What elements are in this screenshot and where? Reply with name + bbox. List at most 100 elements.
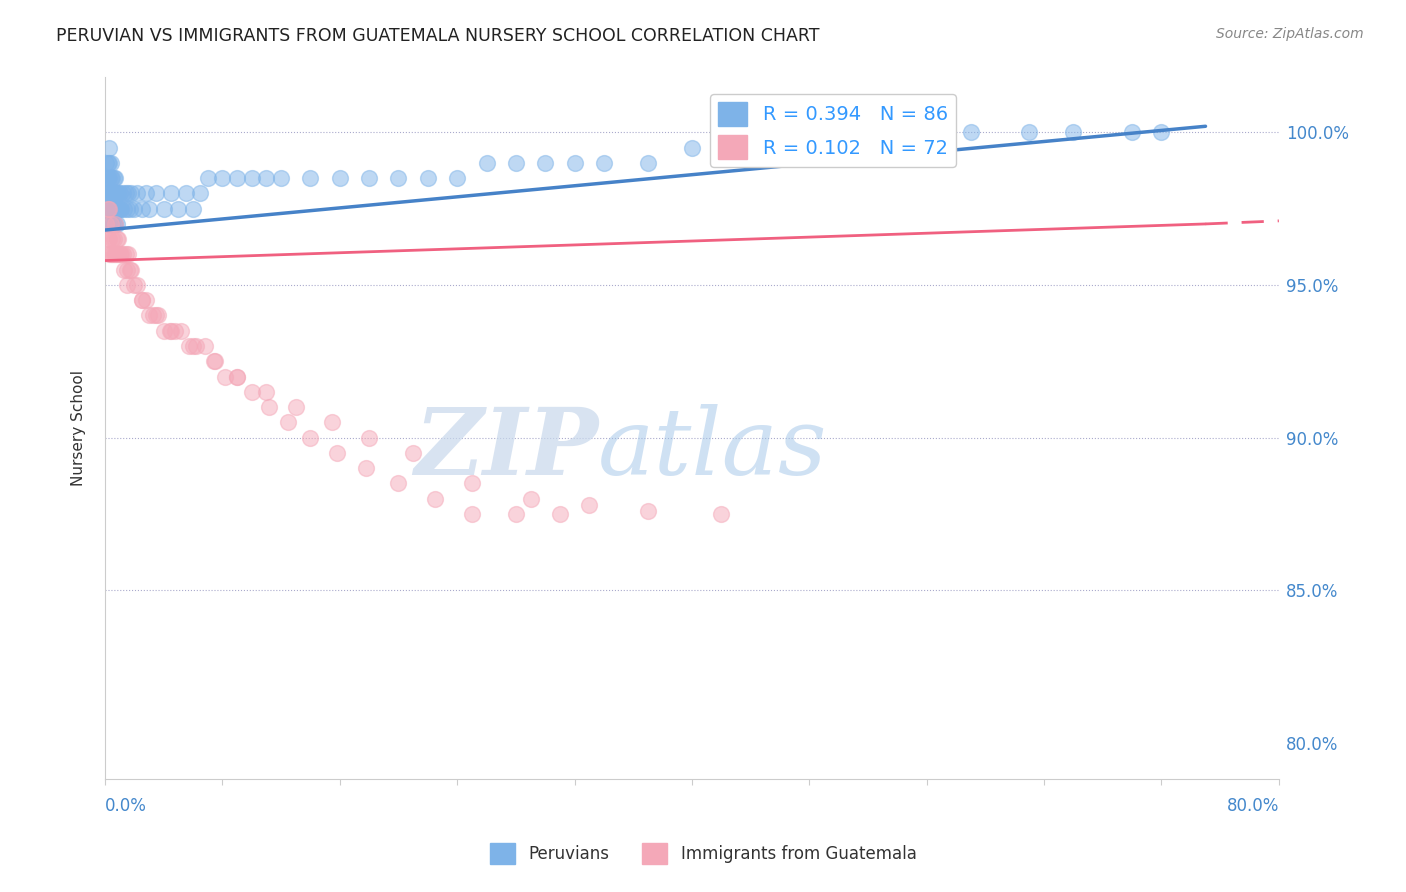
Point [114, 247, 136, 261]
Point [1062, 125, 1084, 139]
Point [103, 247, 125, 261]
Point [299, 171, 322, 186]
Point [110, 202, 132, 216]
Point [112, 262, 135, 277]
Point [548, 507, 571, 521]
Point [1150, 125, 1173, 139]
Y-axis label: Nursery School: Nursery School [72, 370, 86, 486]
Legend: R = 0.394   N = 86, R = 0.102   N = 72: R = 0.394 N = 86, R = 0.102 N = 72 [710, 95, 956, 167]
Point [107, 202, 129, 216]
Point [105, 217, 128, 231]
Point [108, 247, 131, 261]
Point [135, 293, 157, 308]
Point [226, 171, 249, 186]
Point [97, 186, 120, 201]
Point [104, 217, 127, 231]
Point [127, 186, 149, 201]
Point [181, 339, 204, 353]
Point [105, 186, 128, 201]
Point [226, 369, 249, 384]
Point [98, 171, 121, 186]
Point [105, 232, 128, 246]
Point [97, 171, 120, 186]
Point [240, 384, 263, 399]
Point [111, 247, 134, 261]
Text: Source: ZipAtlas.com: Source: ZipAtlas.com [1216, 27, 1364, 41]
Point [254, 384, 277, 399]
Point [100, 247, 122, 261]
Point [165, 324, 187, 338]
Point [270, 171, 292, 186]
Point [114, 186, 136, 201]
Point [194, 339, 217, 353]
Point [117, 186, 139, 201]
Text: 0.0%: 0.0% [105, 797, 146, 815]
Point [813, 141, 835, 155]
Point [446, 171, 468, 186]
Point [127, 277, 149, 292]
Point [101, 186, 124, 201]
Point [104, 186, 127, 201]
Point [170, 324, 193, 338]
Point [416, 171, 439, 186]
Point [177, 339, 200, 353]
Point [354, 461, 377, 475]
Point [100, 217, 122, 231]
Point [637, 504, 659, 518]
Point [259, 400, 281, 414]
Text: atlas: atlas [598, 404, 828, 494]
Point [124, 202, 146, 216]
Point [505, 156, 527, 170]
Point [637, 156, 659, 170]
Point [152, 202, 174, 216]
Point [96, 217, 118, 231]
Point [117, 247, 139, 261]
Point [159, 324, 181, 338]
Point [104, 217, 127, 231]
Point [120, 262, 142, 277]
Point [299, 431, 322, 445]
Point [97, 156, 120, 170]
Point [101, 232, 124, 246]
Point [103, 186, 125, 201]
Point [98, 202, 121, 216]
Point [593, 156, 616, 170]
Point [98, 186, 121, 201]
Point [240, 171, 263, 186]
Point [145, 309, 167, 323]
Point [423, 491, 446, 506]
Point [107, 186, 129, 201]
Point [184, 339, 207, 353]
Point [131, 202, 153, 216]
Point [329, 171, 352, 186]
Point [115, 262, 138, 277]
Point [959, 125, 981, 139]
Point [145, 186, 167, 201]
Legend: Peruvians, Immigrants from Guatemala: Peruvians, Immigrants from Guatemala [482, 837, 924, 871]
Point [111, 186, 134, 201]
Point [160, 324, 183, 338]
Point [115, 202, 138, 216]
Point [97, 202, 120, 216]
Point [505, 507, 527, 521]
Text: ZIP: ZIP [413, 404, 598, 494]
Point [101, 202, 124, 216]
Point [124, 277, 146, 292]
Point [97, 232, 120, 246]
Text: PERUVIAN VS IMMIGRANTS FROM GUATEMALA NURSERY SCHOOL CORRELATION CHART: PERUVIAN VS IMMIGRANTS FROM GUATEMALA NU… [56, 27, 820, 45]
Point [115, 277, 138, 292]
Point [387, 171, 409, 186]
Text: 80.0%: 80.0% [1226, 797, 1279, 815]
Point [152, 324, 174, 338]
Point [96, 186, 118, 201]
Point [131, 293, 153, 308]
Point [103, 217, 125, 231]
Point [326, 446, 349, 460]
Point [190, 186, 212, 201]
Point [98, 202, 121, 216]
Point [1121, 125, 1143, 139]
Point [578, 498, 600, 512]
Point [534, 156, 557, 170]
Point [211, 171, 233, 186]
Point [98, 232, 121, 246]
